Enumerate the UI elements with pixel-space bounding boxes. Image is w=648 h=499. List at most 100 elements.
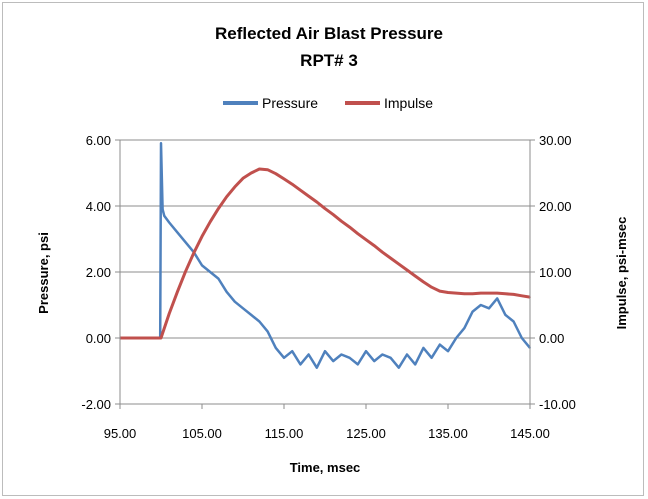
data-point-impulse bbox=[471, 293, 474, 295]
data-point-pressure bbox=[381, 353, 384, 356]
data-point-pressure bbox=[414, 363, 417, 366]
data-point-impulse bbox=[266, 168, 269, 171]
y2-tick-label: 30.00 bbox=[539, 133, 572, 148]
data-point-impulse bbox=[275, 172, 277, 175]
data-point-pressure bbox=[291, 350, 294, 353]
data-point-impulse bbox=[414, 275, 417, 277]
y-tick-label: 4.00 bbox=[86, 199, 111, 214]
data-point-impulse bbox=[316, 201, 318, 203]
y2-tick-label: 0.00 bbox=[539, 331, 564, 346]
data-point-impulse bbox=[381, 251, 384, 253]
data-point-pressure bbox=[504, 314, 507, 316]
legend-pressure-label: Pressure bbox=[262, 95, 318, 111]
data-point-impulse bbox=[348, 226, 351, 228]
data-point-pressure bbox=[488, 307, 490, 310]
data-point-pressure bbox=[480, 304, 482, 306]
y2-tick-label: 20.00 bbox=[539, 199, 572, 214]
data-point-impulse bbox=[512, 293, 515, 296]
grid-layer bbox=[120, 139, 530, 405]
data-point-impulse bbox=[398, 263, 400, 265]
data-point-pressure bbox=[217, 277, 220, 280]
data-point-pressure bbox=[275, 347, 277, 349]
data-point-pressure bbox=[316, 366, 318, 369]
data-point-pressure bbox=[406, 353, 408, 356]
y-tick-label: 2.00 bbox=[86, 265, 111, 280]
series-line-pressure bbox=[120, 142, 531, 369]
chart-subtitle: RPT# 3 bbox=[300, 51, 358, 70]
data-point-impulse bbox=[307, 195, 310, 197]
data-point-impulse bbox=[160, 337, 162, 339]
data-point-pressure bbox=[447, 350, 449, 353]
data-point-pressure bbox=[348, 357, 351, 359]
x-tick-label: 125.00 bbox=[346, 426, 386, 441]
data-point-impulse bbox=[225, 196, 228, 198]
data-point-pressure bbox=[332, 360, 335, 362]
data-point-impulse bbox=[340, 220, 343, 222]
data-point-impulse bbox=[217, 207, 220, 210]
data-point-pressure bbox=[160, 142, 162, 145]
data-point-impulse bbox=[332, 213, 335, 216]
series-layer bbox=[119, 142, 531, 369]
data-point-impulse bbox=[184, 270, 187, 273]
data-point-pressure bbox=[242, 307, 244, 310]
legend: Pressure Impulse bbox=[223, 95, 433, 111]
data-point-impulse bbox=[521, 295, 523, 297]
data-point-impulse bbox=[291, 183, 294, 185]
data-point-impulse bbox=[258, 168, 261, 170]
data-point-pressure bbox=[209, 271, 211, 273]
data-point-pressure bbox=[266, 330, 269, 333]
data-point-pressure bbox=[521, 337, 523, 339]
x-tick-label: 105.00 bbox=[182, 426, 222, 441]
x-tick-label: 135.00 bbox=[428, 426, 468, 441]
y2-tick-label: -10.00 bbox=[539, 397, 576, 412]
data-point-impulse bbox=[234, 186, 236, 188]
data-point-pressure bbox=[357, 363, 359, 366]
data-point-impulse bbox=[283, 178, 285, 180]
data-point-pressure bbox=[496, 297, 499, 300]
data-point-pressure bbox=[161, 208, 164, 211]
data-point-impulse bbox=[357, 232, 359, 235]
x-tick-label: 145.00 bbox=[510, 426, 550, 441]
data-point-pressure bbox=[225, 291, 228, 293]
chart-title: Reflected Air Blast Pressure bbox=[215, 24, 443, 43]
data-point-impulse bbox=[463, 293, 466, 295]
data-point-pressure bbox=[163, 215, 166, 217]
data-point-impulse bbox=[193, 252, 195, 254]
data-point-pressure bbox=[168, 221, 170, 224]
data-point-impulse bbox=[176, 291, 179, 293]
data-point-pressure bbox=[250, 314, 252, 316]
y-tick-label: 0.00 bbox=[86, 331, 111, 346]
data-point-pressure bbox=[463, 327, 466, 329]
data-point-impulse bbox=[455, 292, 458, 294]
data-point-pressure bbox=[422, 347, 425, 349]
data-point-pressure bbox=[365, 350, 367, 353]
data-point-pressure bbox=[340, 353, 343, 356]
data-point-pressure bbox=[283, 357, 285, 359]
data-point-pressure bbox=[307, 353, 310, 356]
data-point-pressure bbox=[176, 231, 179, 234]
data-point-pressure bbox=[398, 366, 400, 369]
data-point-pressure bbox=[430, 357, 433, 359]
data-point-impulse bbox=[430, 286, 433, 289]
data-point-impulse bbox=[209, 221, 211, 223]
data-point-impulse bbox=[447, 291, 449, 294]
data-point-impulse bbox=[324, 207, 326, 210]
y-tick-label: 6.00 bbox=[86, 133, 111, 148]
data-point-pressure bbox=[471, 310, 474, 313]
data-point-impulse bbox=[488, 292, 490, 294]
series-line-impulse bbox=[120, 167, 531, 340]
data-point-impulse bbox=[168, 312, 170, 315]
data-point-pressure bbox=[299, 363, 302, 366]
data-point-pressure bbox=[455, 337, 458, 339]
data-point-pressure bbox=[373, 360, 376, 362]
data-point-impulse bbox=[250, 172, 252, 174]
x-tick-label: 115.00 bbox=[265, 426, 304, 441]
data-point-pressure bbox=[258, 320, 261, 323]
data-point-pressure bbox=[184, 241, 187, 244]
data-point-pressure bbox=[389, 357, 392, 359]
data-point-impulse bbox=[242, 177, 244, 180]
data-point-impulse bbox=[406, 269, 408, 271]
y-tick-label: -2.00 bbox=[81, 397, 111, 412]
